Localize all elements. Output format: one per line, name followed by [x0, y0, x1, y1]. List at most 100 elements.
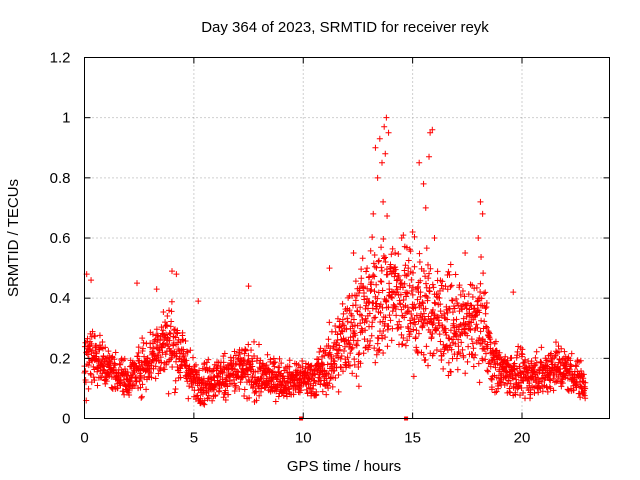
data-point [326, 265, 333, 272]
data-point [384, 212, 391, 219]
data-point [426, 153, 433, 160]
data-point [361, 296, 368, 303]
data-point [478, 253, 485, 260]
data-point [166, 307, 173, 314]
y-tick-label: 0.2 [50, 350, 71, 367]
data-point [397, 301, 404, 308]
data-point [355, 364, 362, 371]
data-point [392, 303, 399, 310]
data-point [429, 307, 436, 314]
data-point [87, 370, 94, 377]
data-point [172, 385, 179, 392]
data-point [367, 337, 374, 344]
data-point [473, 321, 480, 328]
data-point [383, 114, 390, 121]
data-point [403, 289, 410, 296]
data-point [195, 298, 202, 305]
data-point [483, 303, 490, 310]
data-point [429, 321, 436, 328]
data-point [400, 334, 407, 341]
data-point [568, 350, 575, 357]
data-point [363, 318, 370, 325]
data-point [565, 369, 572, 376]
data-point [446, 271, 453, 278]
data-point [357, 320, 364, 327]
data-point [414, 296, 421, 303]
data-point [430, 350, 437, 357]
data-point [491, 389, 498, 396]
data-point [518, 385, 525, 392]
data-point [335, 347, 342, 354]
data-point [393, 277, 400, 284]
data-point [325, 385, 332, 392]
data-point [135, 344, 142, 351]
data-point [413, 312, 420, 319]
data-point [135, 349, 142, 356]
data-point [566, 366, 573, 373]
data-point [485, 360, 492, 367]
data-point [263, 362, 270, 369]
data-point [544, 358, 551, 365]
data-point [412, 321, 419, 328]
data-point [510, 289, 517, 296]
axis-ticks: 0 5 10 15 20 0 0.2 0.4 0.6 0.8 1 1.2 [50, 50, 610, 447]
data-point [339, 316, 346, 323]
data-point [384, 326, 391, 333]
data-point [481, 318, 488, 325]
data-point [565, 386, 572, 393]
data-point [114, 385, 121, 392]
data-point [492, 364, 499, 371]
data-point [459, 287, 466, 294]
data-point [162, 342, 169, 349]
data-point [405, 265, 412, 272]
data-point [386, 312, 393, 319]
data-point [377, 278, 384, 285]
data-point [168, 298, 175, 305]
data-point [332, 375, 339, 382]
data-point [112, 361, 119, 368]
data-point [377, 319, 384, 326]
data-point [196, 367, 203, 374]
data-point [241, 392, 248, 399]
data-point [405, 257, 412, 264]
data-point [82, 379, 89, 386]
data-point [469, 311, 476, 318]
data-point [144, 355, 151, 362]
data-point [251, 338, 258, 345]
data-point [245, 352, 252, 359]
data-point [316, 348, 323, 355]
data-point [543, 357, 550, 364]
data-point [216, 388, 223, 395]
data-point [439, 278, 446, 285]
data-point [331, 367, 338, 374]
data-point [398, 331, 405, 338]
data-point [444, 316, 451, 323]
data-point [92, 333, 99, 340]
data-point [415, 330, 422, 337]
x-tick-label: 0 [80, 430, 88, 447]
data-point [368, 286, 375, 293]
data-point [398, 341, 405, 348]
data-point [429, 126, 436, 133]
data-point [380, 255, 387, 262]
data-point [353, 342, 360, 349]
data-point [354, 337, 361, 344]
data-point [568, 363, 575, 370]
data-point [313, 392, 320, 399]
data-point [116, 360, 123, 367]
data-point [577, 357, 584, 364]
data-point [324, 361, 331, 368]
data-point [145, 373, 152, 380]
data-point [161, 366, 168, 373]
data-point [449, 309, 456, 316]
data-point [476, 379, 483, 386]
data-point [399, 284, 406, 291]
data-point [339, 328, 346, 335]
data-point [369, 319, 376, 326]
data-point [366, 310, 373, 317]
data-point [164, 313, 171, 320]
data-point [452, 271, 459, 278]
data-point [422, 273, 429, 280]
data-point [402, 310, 409, 317]
data-point [422, 356, 429, 363]
